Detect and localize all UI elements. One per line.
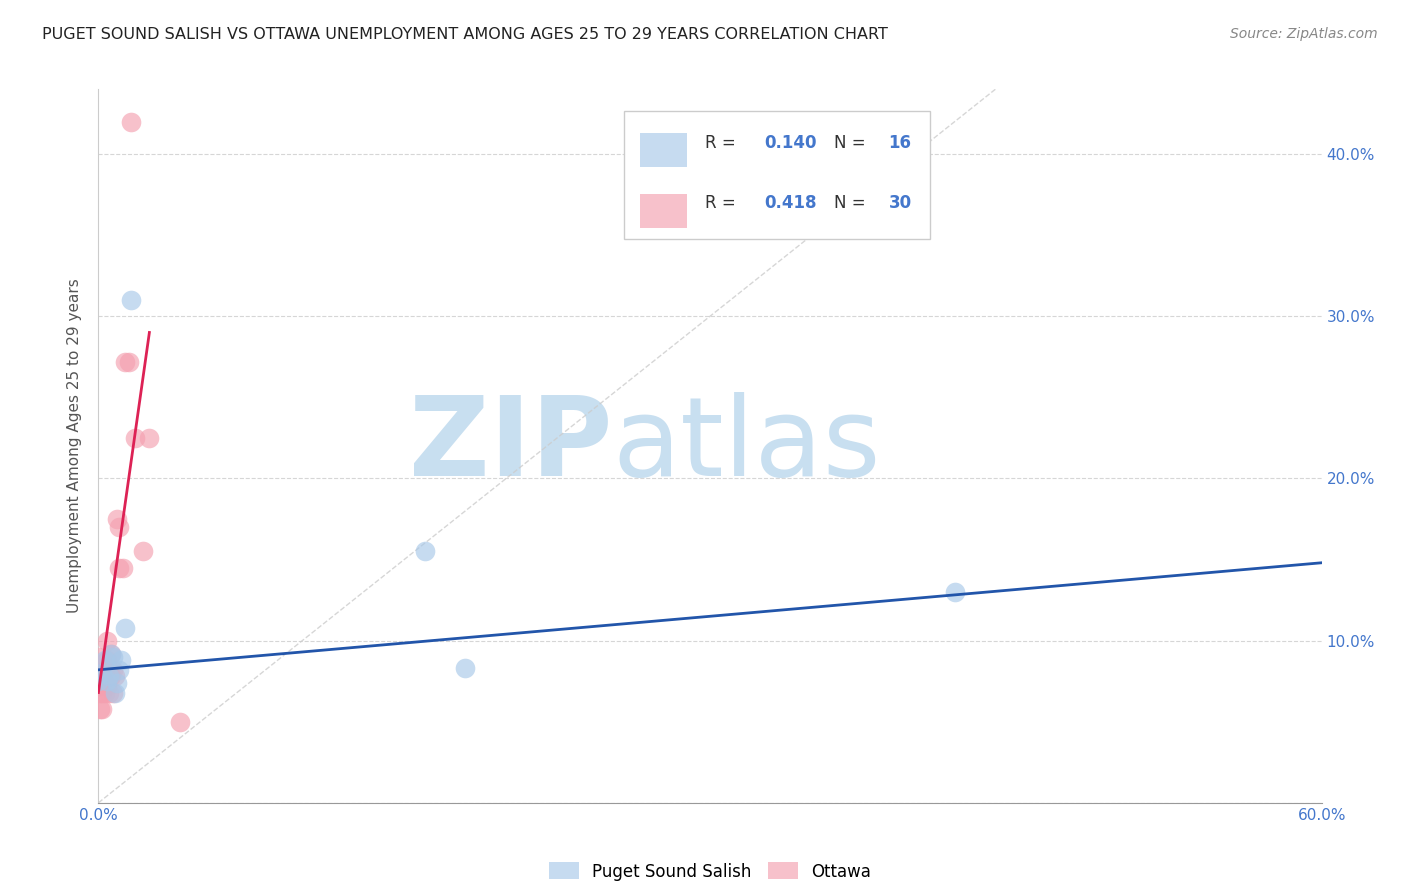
Text: R =: R =: [706, 134, 741, 152]
Point: [120, 114, 142, 128]
Point: [97, 663, 120, 677]
Point: [87, 649, 110, 664]
Point: [118, 354, 141, 368]
Point: [104, 669, 127, 683]
Point: [87, 674, 110, 689]
Point: [89, 685, 111, 699]
Point: [105, 512, 128, 526]
Point: [101, 663, 124, 677]
Point: [91, 702, 114, 716]
FancyBboxPatch shape: [624, 111, 931, 239]
Point: [91, 666, 114, 681]
Point: [93, 653, 115, 667]
Point: [93, 663, 115, 677]
Y-axis label: Unemployment Among Ages 25 to 29 years: Unemployment Among Ages 25 to 29 years: [67, 278, 83, 614]
Text: PUGET SOUND SALISH VS OTTAWA UNEMPLOYMENT AMONG AGES 25 TO 29 YEARS CORRELATION : PUGET SOUND SALISH VS OTTAWA UNEMPLOYMEN…: [42, 27, 889, 42]
Point: [87, 679, 110, 693]
FancyBboxPatch shape: [640, 133, 686, 167]
Point: [108, 560, 131, 574]
Point: [111, 560, 134, 574]
Text: 0.140: 0.140: [763, 134, 817, 152]
Point: [132, 544, 155, 558]
Point: [100, 647, 122, 661]
Text: Source: ZipAtlas.com: Source: ZipAtlas.com: [1230, 27, 1378, 41]
Point: [89, 669, 111, 683]
FancyBboxPatch shape: [640, 194, 686, 227]
Point: [91, 685, 114, 699]
Point: [108, 663, 131, 677]
Point: [93, 685, 115, 699]
Text: 0.418: 0.418: [763, 194, 817, 212]
Point: [138, 431, 160, 445]
Point: [114, 621, 136, 635]
Point: [100, 647, 122, 661]
Point: [96, 653, 118, 667]
Point: [104, 685, 127, 699]
Point: [100, 669, 122, 683]
Point: [108, 520, 131, 534]
Point: [110, 653, 132, 667]
Point: [169, 714, 191, 729]
Point: [97, 685, 120, 699]
Point: [89, 702, 111, 716]
Point: [120, 293, 142, 307]
Text: ZIP: ZIP: [409, 392, 612, 500]
Text: 30: 30: [889, 194, 911, 212]
Text: 16: 16: [889, 134, 911, 152]
Point: [96, 674, 118, 689]
Point: [454, 661, 477, 675]
Text: R =: R =: [706, 194, 741, 212]
Point: [96, 633, 118, 648]
Point: [101, 685, 124, 699]
Text: atlas: atlas: [612, 392, 880, 500]
Point: [97, 669, 120, 683]
Point: [413, 544, 436, 558]
Point: [101, 649, 124, 664]
Point: [124, 431, 146, 445]
Point: [96, 679, 118, 693]
Point: [114, 354, 136, 368]
Point: [943, 585, 966, 599]
Text: N =: N =: [834, 134, 870, 152]
Text: N =: N =: [834, 194, 870, 212]
Legend: Puget Sound Salish, Ottawa: Puget Sound Salish, Ottawa: [543, 855, 877, 888]
Point: [105, 675, 128, 690]
